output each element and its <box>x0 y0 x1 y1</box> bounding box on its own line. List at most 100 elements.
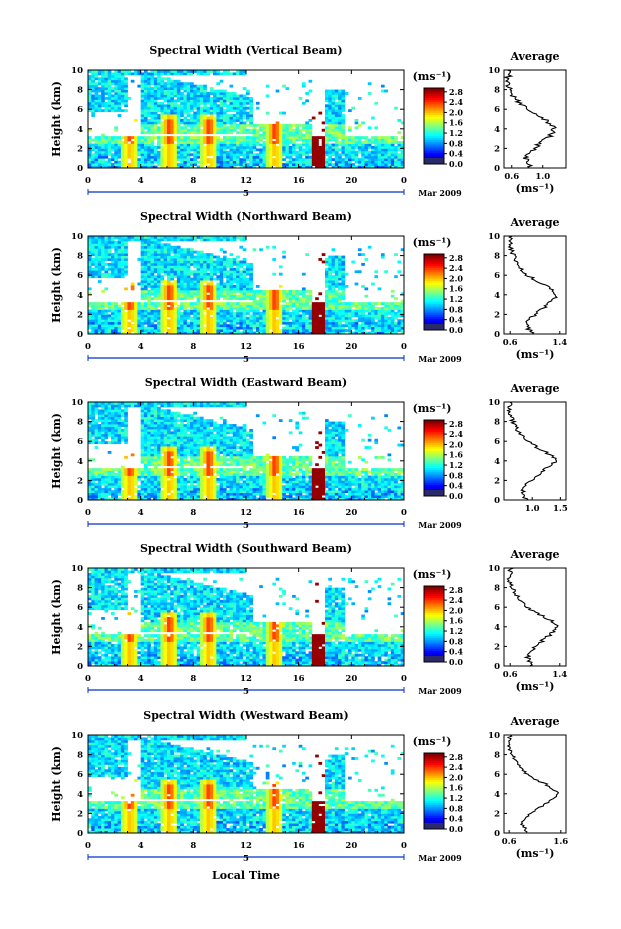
heatmap-cell <box>163 285 168 288</box>
heatmap-cell <box>374 270 379 274</box>
heatmap-cell <box>173 89 178 93</box>
heatmap-cell <box>325 258 329 261</box>
heatmap-cell <box>295 324 300 328</box>
heatmap-cell <box>344 316 349 320</box>
heatmap-cell <box>222 70 227 73</box>
heatmap-cell <box>371 282 375 286</box>
heatmap-cell <box>157 136 161 139</box>
heatmap-cell <box>88 109 92 113</box>
heatmap-cell <box>88 87 92 90</box>
heatmap-cell <box>338 277 342 281</box>
heatmap-cell <box>232 101 237 105</box>
heatmap-cell <box>282 131 286 135</box>
heatmap-cell <box>147 248 151 252</box>
heatmap-cell <box>140 141 145 144</box>
heatmap-cell <box>203 255 207 259</box>
heatmap-cell <box>111 314 115 318</box>
heatmap-cell <box>94 258 99 261</box>
heatmap-cell <box>338 131 342 135</box>
heatmap-cell <box>328 92 332 95</box>
heatmap-cell <box>97 145 102 149</box>
heatmap-cell <box>338 314 342 318</box>
heatmap-cell <box>176 111 181 115</box>
heatmap-cell <box>305 160 309 164</box>
heatmap-cell <box>229 123 234 127</box>
heatmap-cell <box>325 280 329 283</box>
heatmap-cell <box>390 309 395 313</box>
heatmap-cell <box>219 123 224 127</box>
heatmap-cell <box>153 111 158 115</box>
heatmap-cell <box>242 267 247 271</box>
heatmap-cell <box>292 304 296 308</box>
heatmap-cell <box>209 265 214 269</box>
heatmap-cell <box>190 143 194 147</box>
heatmap-cell <box>338 116 342 120</box>
heatmap-cell <box>259 123 263 127</box>
heatmap-cell <box>101 314 105 318</box>
heatmap-cell <box>239 141 244 144</box>
heatmap-cell <box>183 238 188 242</box>
heatmap-cell <box>206 316 211 320</box>
heatmap-cell <box>229 143 234 147</box>
heatmap-cell <box>239 265 244 269</box>
heatmap-cell <box>94 245 99 249</box>
heatmap-cell <box>134 143 138 147</box>
heatmap-cell <box>101 243 105 247</box>
heatmap-cell <box>160 324 165 328</box>
heatmap-cell <box>219 138 224 142</box>
heatmap-cell <box>328 114 332 117</box>
heatmap-cell <box>239 160 244 164</box>
heatmap-cell <box>157 119 161 122</box>
heatmap-cell <box>219 314 224 318</box>
heatmap-cell <box>252 133 257 137</box>
heatmap-cell <box>216 267 221 271</box>
heatmap-cell <box>170 104 174 108</box>
heatmap-cell <box>242 294 247 298</box>
heatmap-cell <box>206 128 211 132</box>
heatmap-cell <box>232 260 237 264</box>
heatmap-cell <box>190 163 194 166</box>
heatmap-cell <box>325 289 329 293</box>
heatmap-cell <box>265 289 270 293</box>
heatmap-cell <box>325 314 329 318</box>
heatmap-cell <box>262 329 267 332</box>
average-profile-line <box>507 235 558 335</box>
heatmap-cell <box>170 158 174 162</box>
heatmap-cell <box>193 131 198 135</box>
heatmap-cell <box>130 163 135 166</box>
colorbar-swatch <box>424 311 444 314</box>
heatmap-cell <box>153 277 158 281</box>
heatmap-cell <box>114 89 119 93</box>
heatmap-cell <box>140 331 145 335</box>
heatmap-cell <box>377 307 382 310</box>
heatmap-cell <box>190 329 194 332</box>
y-tick-label: 6 <box>77 105 83 115</box>
heatmap-cell <box>222 89 227 93</box>
heatmap-cell <box>341 96 346 100</box>
heatmap-cell <box>334 265 339 269</box>
heatmap-cell <box>357 304 362 308</box>
heatmap-cell <box>134 236 138 239</box>
heatmap-cell <box>88 101 92 105</box>
heatmap-cell <box>163 297 168 301</box>
heatmap-cell <box>308 307 313 310</box>
heatmap-cell <box>193 304 198 308</box>
heatmap-cell <box>361 262 365 266</box>
heatmap-cell <box>167 77 171 81</box>
heatmap-cell <box>364 321 369 325</box>
heatmap-cell <box>94 321 99 325</box>
heatmap-cell <box>167 297 171 301</box>
heatmap-cell <box>147 236 151 239</box>
heatmap-cell <box>186 114 191 117</box>
heatmap-cell <box>265 131 270 135</box>
heatmap-cell <box>341 101 346 105</box>
heatmap-cell <box>255 131 260 135</box>
heatmap-cell <box>242 153 247 157</box>
heatmap-cell <box>173 236 178 239</box>
heatmap-cell <box>222 255 227 259</box>
heatmap-cell <box>130 319 135 323</box>
heatmap-cell <box>206 260 211 264</box>
heatmap-cell <box>111 99 115 103</box>
heatmap-cell <box>301 324 306 328</box>
heatmap-cell <box>157 87 161 90</box>
